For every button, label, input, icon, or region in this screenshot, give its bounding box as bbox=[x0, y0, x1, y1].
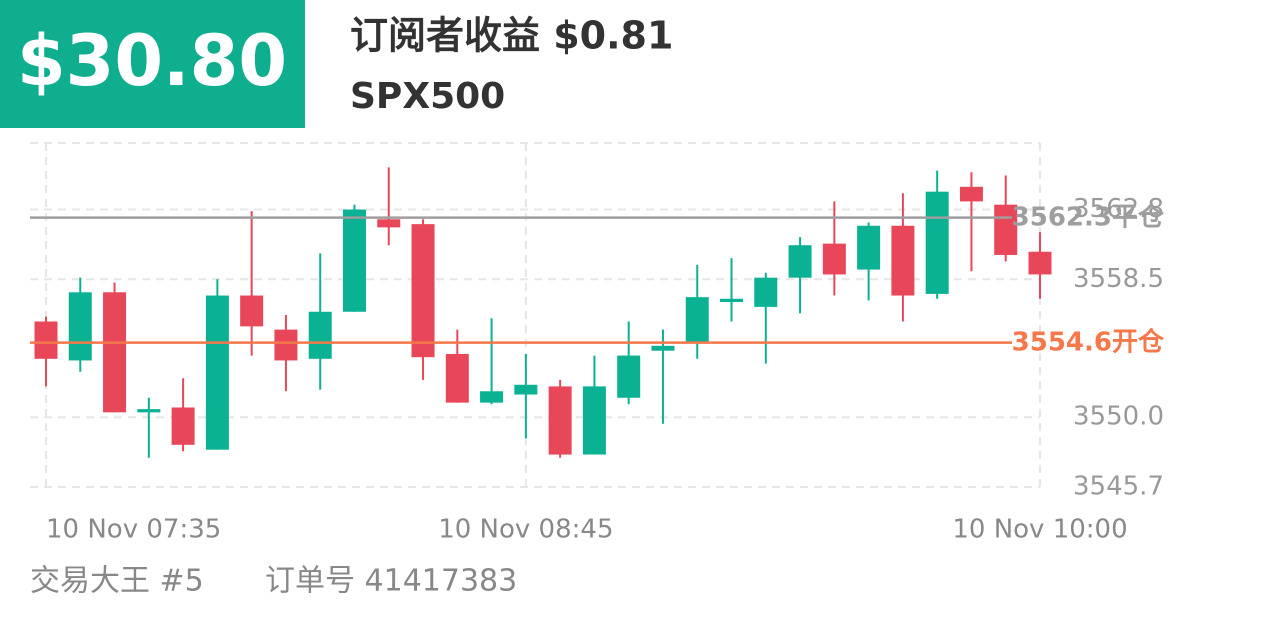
candle-body bbox=[480, 391, 504, 403]
chart: 3545.7 3550.0 3558.5 3562.8 10 Nov 07:35 10 N… bbox=[30, 143, 1165, 545]
candle-body bbox=[651, 345, 675, 351]
candle-body bbox=[857, 225, 881, 270]
reference-label: 3562.3平仓 bbox=[1012, 201, 1165, 232]
candle-body bbox=[582, 386, 606, 455]
symbol: SPX500 bbox=[350, 76, 505, 117]
candle-body bbox=[788, 245, 812, 278]
x-tick-label: 10 Nov 08:45 bbox=[438, 515, 613, 545]
candle-body bbox=[754, 277, 778, 307]
y-tick-label: 3558.5 bbox=[1073, 264, 1164, 294]
candle-body bbox=[377, 219, 401, 228]
reference-label: 3554.6开仓 bbox=[1012, 326, 1165, 357]
candle-body bbox=[68, 292, 92, 361]
amount-box bbox=[0, 0, 305, 128]
amount: $30.80 bbox=[17, 20, 287, 102]
reference-value: 3562.3 bbox=[1012, 202, 1112, 232]
candle-body bbox=[1028, 251, 1052, 275]
trader: 交易大王 #5 bbox=[30, 564, 204, 599]
candle-body bbox=[240, 295, 264, 327]
candle-body bbox=[445, 353, 469, 403]
candle-body bbox=[34, 321, 58, 359]
candle-body bbox=[685, 297, 709, 343]
candle-body bbox=[959, 186, 983, 202]
y-tick-label: 3550.0 bbox=[1073, 402, 1164, 432]
candle-body bbox=[617, 355, 641, 398]
candle-body bbox=[137, 409, 161, 413]
candle-body bbox=[548, 386, 572, 455]
candle-body bbox=[720, 298, 744, 303]
candle-body bbox=[891, 225, 915, 296]
reference-name: 开仓 bbox=[1112, 326, 1165, 357]
candle-body bbox=[308, 311, 332, 359]
candle-body bbox=[205, 295, 229, 450]
candle-body bbox=[171, 407, 195, 445]
reference-value: 3554.6 bbox=[1012, 327, 1112, 357]
reference-name: 平仓 bbox=[1112, 201, 1165, 232]
title: 订阅者收益 $0.81 bbox=[350, 14, 673, 58]
candle-body bbox=[514, 384, 538, 395]
candle-body bbox=[342, 209, 366, 312]
candle-body bbox=[103, 292, 127, 413]
candle-body bbox=[925, 191, 949, 294]
order-number: 订单号 41417383 bbox=[265, 564, 517, 599]
candle-body bbox=[411, 224, 435, 358]
y-tick-label: 3562.8 bbox=[1073, 194, 1164, 224]
y-tick-label: 3545.7 bbox=[1073, 472, 1164, 502]
candle-body bbox=[274, 329, 298, 361]
x-tick-label: 10 Nov 10:00 bbox=[952, 515, 1127, 545]
candle-body bbox=[822, 243, 846, 275]
x-tick-label: 10 Nov 07:35 bbox=[46, 515, 221, 545]
